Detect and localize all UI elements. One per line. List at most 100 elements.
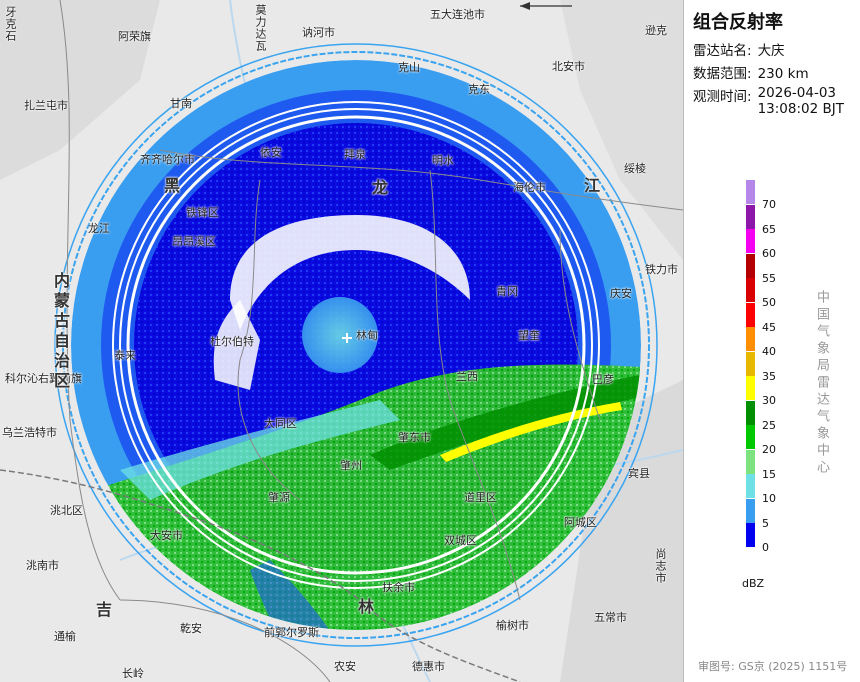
legend-tick-5: 5 [762,516,769,530]
place-yushu: 榆树市 [496,619,529,632]
time-row: 观测时间: 2026-04-03 13:08:02 BJT [693,85,844,117]
province-label-jilin: 吉 [96,600,113,619]
place-acheng: 阿城区 [564,516,597,529]
station-label: 雷达站名: [693,43,752,59]
place-shangzhi: 尚志市 [654,548,667,584]
place-baiquan: 拜泉 [344,148,366,161]
legend-swatch-15 [746,449,755,474]
terrain-hills-se [560,380,683,682]
place-anda: 兰西 [456,370,478,383]
place-xunke: 逊克 [645,24,667,37]
place-tongyu: 通榆 [54,630,76,643]
place-tailai: 泰来 [114,349,136,362]
place-hailun: 海伦市 [513,181,546,194]
legend-swatch-60 [746,229,755,253]
admin-boundaries [59,0,683,682]
place-suiling: 绥棱 [624,162,646,175]
place-daoli: 道里区 [464,491,497,504]
legend-swatch-40 [746,327,755,351]
range-row: 数据范围: 230 km [693,62,809,82]
agency-label: 中国气象局雷达气象中心 [814,290,829,477]
place-hailun2: 望奎 [518,329,540,342]
place-bin: 宾县 [628,467,650,480]
station-value: 大庆 [757,43,785,59]
place-longjiang: 龙江 [88,222,110,235]
place-qinggang: 青冈 [496,285,518,298]
legend-tick-50: 50 [762,296,776,309]
terrain-hills-nw [0,0,160,180]
legend-unit: dBZ [742,577,765,590]
legend-tick-35: 35 [762,369,776,383]
province-label-neimenggu: 内蒙古自治区 [51,272,70,392]
place-fuyu2: 扶余市 [382,581,415,594]
legend-tick-30: 30 [762,394,776,407]
station-row: 雷达站名: 大庆 [693,39,785,59]
place-beian: 北安市 [552,60,585,73]
legend-tick-65: 65 [762,222,776,236]
place-nehe: 讷河市 [302,26,335,39]
place-xinlin: 林 [358,597,375,616]
legend-swatch-20 [746,425,755,449]
north-arrow [520,2,572,10]
legend-swatch-50 [746,278,755,302]
place-taonan: 洮南市 [26,559,59,572]
place-shuangcheng: 双城区 [444,534,477,547]
place-datong: 大同区 [264,417,297,430]
province-border [0,469,521,682]
place-qiqihar: 齐齐哈尔市 [140,153,195,166]
map-review-number: 审图号: GS京 (2025) 1151号 [698,660,848,673]
legend-swatch-10 [746,474,755,498]
place-baicheng: 洮北区 [50,504,83,517]
place-zhalantun: 扎兰屯市 [24,99,68,112]
info-panel: 组合反射率 雷达站名: 大庆 数据范围: 230 km 观测时间: 2026-04-… [683,0,860,682]
legend-tick-25: 25 [762,418,776,432]
place-wudalianchi: 五大连池市 [430,8,485,21]
time-label: 观测时间: [693,89,752,105]
legend-swatch-5 [746,498,755,523]
time-clock: 13:08:02 BJT [757,101,844,117]
place-keyouzhong: 科尔沁右翼前旗 [5,372,82,385]
place-yakeshi: 牙克石 [4,6,17,42]
range-label: 数据范围: [693,66,752,82]
place-kedong: 克东 [468,83,490,96]
legend-tick-0: 0 [762,541,769,554]
place-tiefeng: 铁锋区 [186,206,219,219]
place-arong: 阿荣旗 [118,30,151,43]
place-lindian: 林甸 [356,329,378,342]
place-yian: 依安 [260,146,282,159]
legend-swatch-30 [746,376,755,400]
radar-echo [71,60,641,630]
place-mingshui: 明水 [432,154,454,167]
legend-tick-55: 55 [762,271,776,285]
legend-swatch-55 [746,253,755,278]
place-keshan: 克山 [398,61,420,74]
legend-tick-15: 15 [762,467,776,481]
province-label-long: 龙 [372,178,389,197]
legend-swatch-0 [746,523,755,547]
place-zhaozhou: 肇州 [340,459,362,472]
place-ulanhot: 乌兰浩特市 [2,426,57,439]
legend-swatch-35 [746,351,755,376]
place-qingan: 庆安 [610,287,632,300]
place-qianan: 乾安 [180,622,202,635]
legend-tick-60: 60 [762,247,776,260]
province-label-jiang: 江 [584,176,601,195]
radar-site-marker [342,333,352,343]
place-dehui: 德惠市 [412,660,445,673]
place-zhaodong: 肇东市 [398,431,431,444]
legend-swatch-25 [746,400,755,425]
place-gannan: 甘南 [170,97,192,110]
radar-map[interactable]: 牙克石 莫力达瓦 阿荣旗 讷河市 五大连池市 逊克 扎兰屯市 甘南 克山 北安市… [0,0,683,682]
legend-swatch-70 [746,180,755,204]
legend-swatch-65 [746,204,755,229]
place-daan: 大安市 [150,529,183,542]
place-angangxi: 昂昂溪区 [172,235,216,248]
place-dorbod: 杜尔伯特 [210,335,254,348]
legend-tick-20: 20 [762,443,776,456]
map-canvas [0,0,683,682]
place-nongan: 农安 [334,660,356,673]
place-zhaoyuan: 肇源 [268,491,290,504]
legend-tick-10: 10 [762,492,776,505]
legend-tick-40: 40 [762,345,776,358]
